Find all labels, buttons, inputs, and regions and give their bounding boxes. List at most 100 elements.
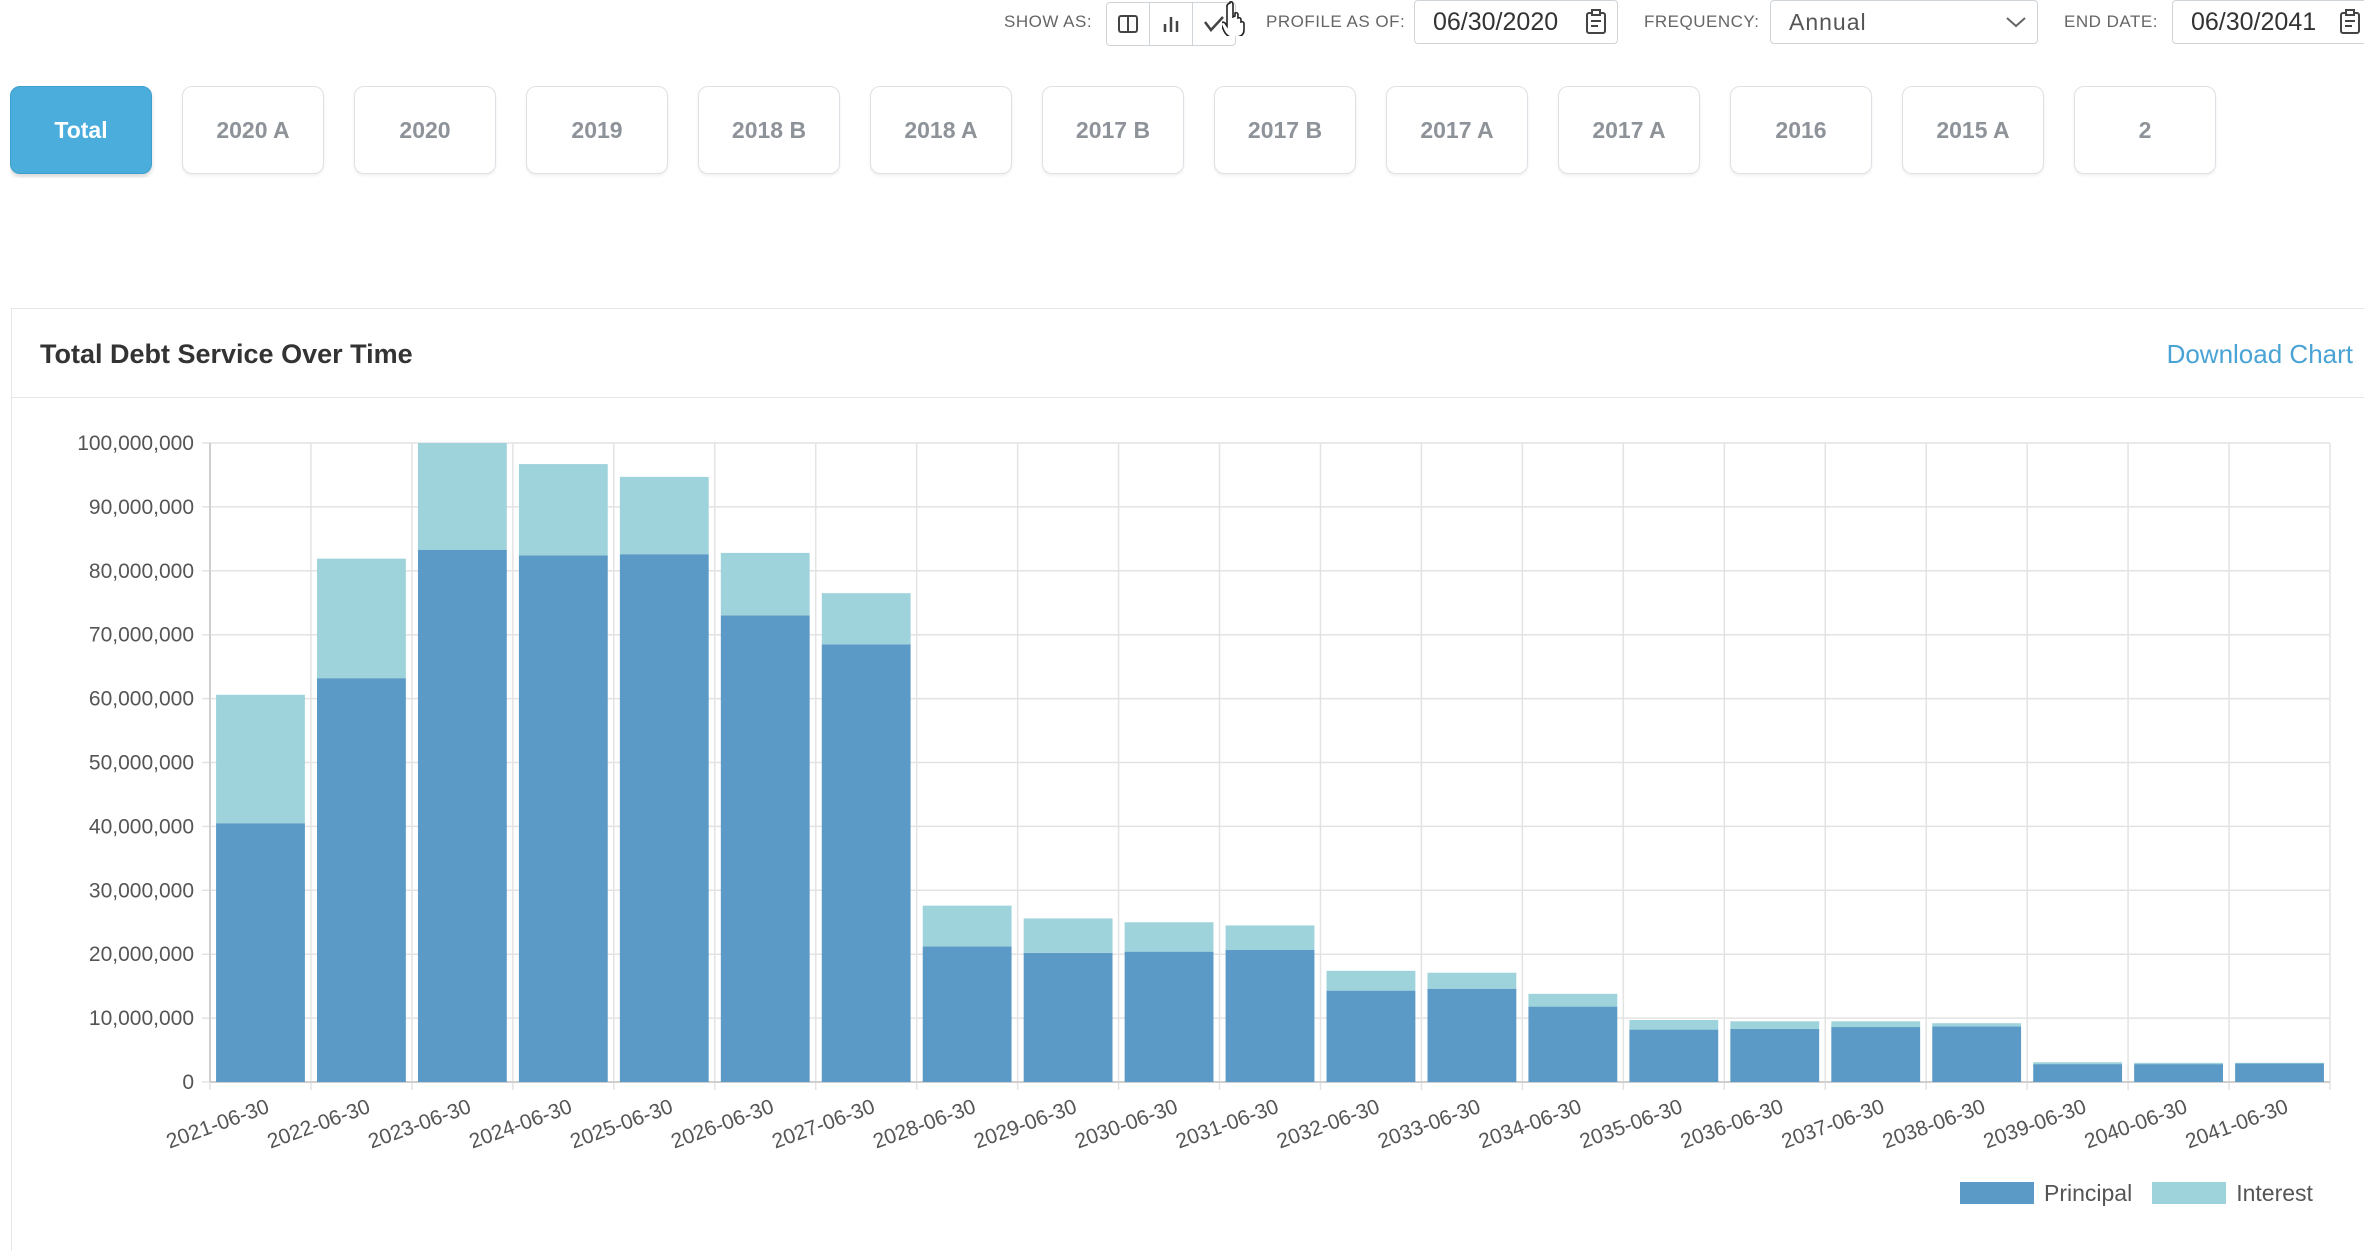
x-tick-label: 2036-06-30	[1678, 1095, 1787, 1153]
x-tick-label: 2040-06-30	[2081, 1095, 2190, 1153]
x-tick-label: 2025-06-30	[567, 1095, 676, 1153]
bar-principal-2029-06-30	[1023, 952, 1113, 1082]
bar-principal-2038-06-30	[1932, 1026, 2022, 1082]
end-date-field[interactable]: 06/30/2041	[2172, 0, 2364, 44]
x-tick-label: 2034-06-30	[1476, 1095, 1585, 1153]
bar-interest-2035-06-30	[1629, 1020, 1719, 1030]
x-tick-label: 2023-06-30	[365, 1095, 474, 1153]
bar-interest-2024-06-30	[518, 464, 608, 556]
frequency-select[interactable]: Annual	[1770, 0, 2038, 44]
y-tick-label: 10,000,000	[89, 1007, 194, 1030]
profile-date-value: 06/30/2020	[1433, 7, 1559, 36]
chevron-down-icon	[2006, 17, 2026, 28]
tab-2020[interactable]: 2020	[354, 86, 496, 174]
x-tick-label: 2030-06-30	[1072, 1095, 1181, 1153]
y-tick-label: 100,000,000	[77, 432, 194, 455]
table-view-icon[interactable]	[1107, 3, 1150, 45]
bar-principal-2025-06-30	[619, 554, 709, 1082]
bar-interest-2034-06-30	[1528, 993, 1618, 1007]
bar-principal-2036-06-30	[1730, 1028, 1820, 1082]
y-tick-label: 90,000,000	[89, 496, 194, 519]
series-tabs: Total 2020 A 2020 2019 2018 B 2018 A 2017 B 201…	[10, 86, 2364, 178]
x-tick-label: 2038-06-30	[1880, 1095, 1989, 1153]
bar-principal-2035-06-30	[1629, 1029, 1719, 1082]
x-tick-label: 2027-06-30	[769, 1095, 878, 1153]
calendar-icon[interactable]	[1585, 9, 1607, 35]
bar-interest-2033-06-30	[1427, 972, 1517, 989]
y-tick-label: 50,000,000	[89, 752, 194, 775]
y-tick-label: 20,000,000	[89, 943, 194, 966]
y-tick-label: 60,000,000	[89, 688, 194, 711]
x-tick-label: 2041-06-30	[2182, 1095, 2291, 1153]
bar-interest-2030-06-30	[1124, 922, 1214, 952]
bar-principal-2034-06-30	[1528, 1006, 1618, 1082]
bar-interest-2040-06-30	[2134, 1062, 2223, 1065]
bar-interest-2039-06-30	[2033, 1062, 2123, 1065]
x-tick-label: 2031-06-30	[1173, 1095, 1282, 1153]
y-tick-label: 40,000,000	[89, 815, 194, 838]
bar-principal-2040-06-30	[2134, 1064, 2223, 1082]
toolbar: SHOW AS: PROFILE AS OF: 06/30/2020 FREQU…	[0, 0, 2364, 48]
bar-principal-2037-06-30	[1831, 1027, 1921, 1082]
tab-total[interactable]: Total	[10, 86, 152, 174]
profile-date-field[interactable]: 06/30/2020	[1414, 0, 1618, 44]
bar-interest-2041-06-30	[2235, 1062, 2324, 1064]
tab-2016[interactable]: 2016	[1730, 86, 1872, 174]
x-tick-label: 2024-06-30	[466, 1095, 575, 1153]
x-tick-label: 2032-06-30	[1274, 1095, 1383, 1153]
bar-principal-2023-06-30	[417, 549, 507, 1082]
tab-2020-a[interactable]: 2020 A	[182, 86, 324, 174]
x-tick-label: 2039-06-30	[1981, 1095, 2090, 1153]
bar-interest-2025-06-30	[619, 476, 709, 555]
bar-interest-2036-06-30	[1730, 1021, 1820, 1029]
tab-2[interactable]: 2	[2074, 86, 2216, 174]
bar-interest-2031-06-30	[1225, 925, 1315, 950]
bar-interest-2028-06-30	[922, 905, 1012, 947]
tab-2017-b[interactable]: 2017 B	[1214, 86, 1356, 174]
profile-as-of-label: PROFILE AS OF:	[1266, 12, 1406, 31]
tab-2015-a[interactable]: 2015 A	[1902, 86, 2044, 174]
chart-legend: Principal Interest	[1960, 1180, 2333, 1206]
x-tick-label: 2033-06-30	[1375, 1095, 1484, 1153]
y-tick-label: 0	[182, 1071, 194, 1094]
tab-2017-a[interactable]: 2017 A	[1386, 86, 1528, 174]
download-chart-link[interactable]: Download Chart	[2166, 339, 2353, 369]
bar-principal-2021-06-30	[216, 823, 305, 1082]
line-chart-view-icon[interactable]	[1193, 3, 1235, 45]
calendar-icon[interactable]	[2339, 9, 2361, 35]
bar-chart-view-icon[interactable]	[1150, 3, 1193, 45]
bar-principal-2028-06-30	[922, 946, 1012, 1082]
legend-swatch-principal	[1960, 1182, 2034, 1204]
frequency-value: Annual	[1789, 8, 1867, 35]
bar-principal-2027-06-30	[821, 644, 911, 1082]
bar-principal-2039-06-30	[2033, 1064, 2123, 1082]
x-tick-label: 2037-06-30	[1779, 1095, 1888, 1153]
bar-interest-2029-06-30	[1023, 918, 1113, 953]
x-tick-label: 2026-06-30	[668, 1095, 777, 1153]
bar-interest-2038-06-30	[1932, 1023, 2022, 1027]
x-tick-label: 2035-06-30	[1577, 1095, 1686, 1153]
hand-cursor-icon	[1222, 1, 1245, 36]
y-tick-label: 70,000,000	[89, 624, 194, 647]
chart-title: Total Debt Service Over Time	[40, 339, 413, 369]
x-tick-label: 2022-06-30	[264, 1095, 373, 1153]
tab-2018-a[interactable]: 2018 A	[870, 86, 1012, 174]
bar-principal-2022-06-30	[317, 678, 406, 1082]
tab-2017-a[interactable]: 2017 A	[1558, 86, 1700, 174]
bar-principal-2026-06-30	[720, 615, 810, 1082]
tab-2017-b[interactable]: 2017 B	[1042, 86, 1184, 174]
legend-label-interest[interactable]: Interest	[2236, 1179, 2313, 1206]
frequency-label: FREQUENCY:	[1644, 12, 1760, 31]
bar-interest-2023-06-30	[417, 443, 507, 550]
bar-principal-2030-06-30	[1124, 951, 1214, 1082]
bar-principal-2031-06-30	[1225, 949, 1315, 1082]
bar-principal-2032-06-30	[1326, 990, 1416, 1082]
bar-interest-2026-06-30	[720, 552, 810, 616]
show-as-label: SHOW AS:	[1004, 12, 1093, 31]
legend-label-principal[interactable]: Principal	[2044, 1179, 2133, 1206]
bar-interest-2021-06-30	[216, 694, 305, 824]
tab-2018-b[interactable]: 2018 B	[698, 86, 840, 174]
end-date-value: 06/30/2041	[2191, 7, 2317, 36]
tab-2019[interactable]: 2019	[526, 86, 668, 174]
